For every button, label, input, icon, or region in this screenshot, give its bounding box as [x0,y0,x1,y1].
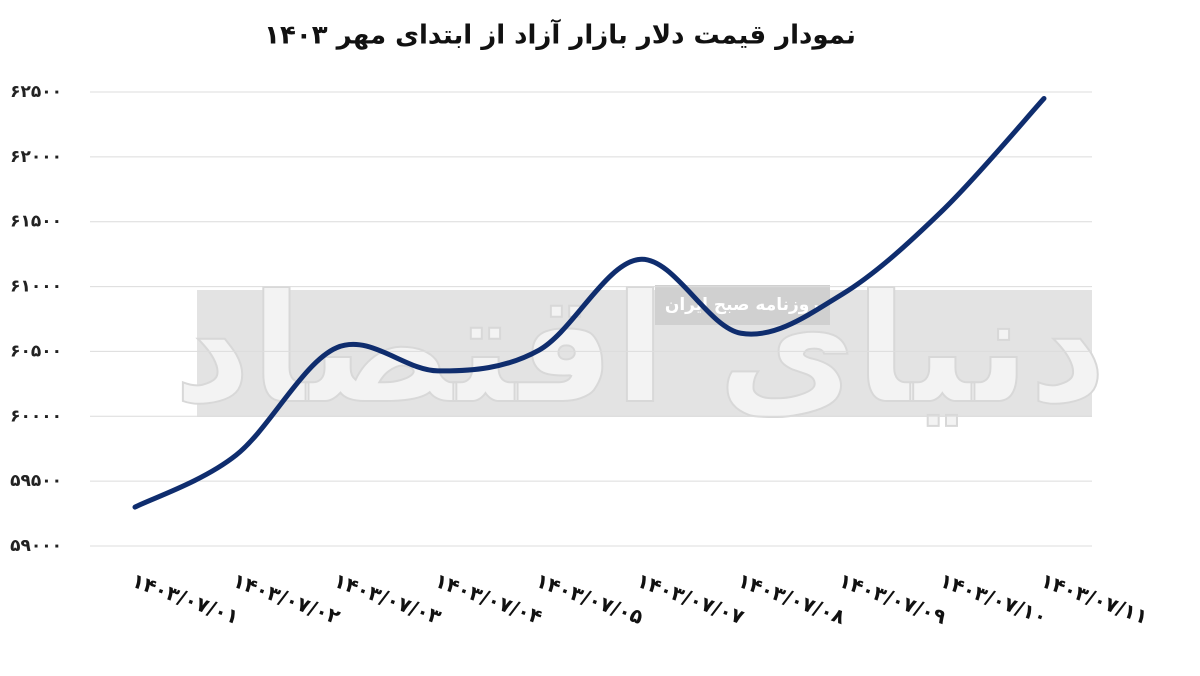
y-tick-label: ۶۰۵۰۰ [10,341,62,361]
y-tick-label: ۶۱۵۰۰ [10,212,62,232]
grid [90,91,1092,547]
plot [132,95,1047,510]
x-tick-label: ۱۴۰۳/۰۷/۱۱ [1038,568,1152,629]
x-tick-label: ۱۴۰۳/۰۷/۰۵ [533,568,647,629]
y-tick-label: ۶۲۰۰۰ [10,147,62,167]
x-tick-label: ۱۴۰۳/۰۷/۱۰ [937,568,1051,629]
y-tick-label: ۵۹۵۰۰ [10,471,62,491]
watermark: دنیای اقتصاد [174,263,1107,437]
x-tick-label: ۱۴۰۳/۰۷/۰۱ [129,568,243,629]
x-tick-label: ۱۴۰۳/۰۷/۰۹ [836,568,950,629]
y-tick-label: ۶۱۰۰۰ [10,277,62,297]
x-tick-label: ۱۴۰۳/۰۷/۰۷ [634,568,748,629]
x-tick-label: ۱۴۰۳/۰۷/۰۸ [735,568,849,629]
x-tick-label: ۱۴۰۳/۰۷/۰۴ [432,568,546,629]
x-tick-label: ۱۴۰۳/۰۷/۰۲ [230,568,344,629]
y-tick-label: ۶۲۵۰۰ [10,82,62,102]
chart-title: نمودار قیمت دلار بازار آزاد از ابتدای مه… [264,19,856,51]
x-tick-label: ۱۴۰۳/۰۷/۰۳ [331,568,445,629]
watermark-sub: روزنامه صبح ایران [665,295,819,315]
y-tick-label: ۶۰۰۰۰ [10,406,62,426]
y-tick-label: ۵۹۰۰۰ [10,536,62,556]
watermark-band [197,290,1092,417]
series-line [132,95,1047,510]
